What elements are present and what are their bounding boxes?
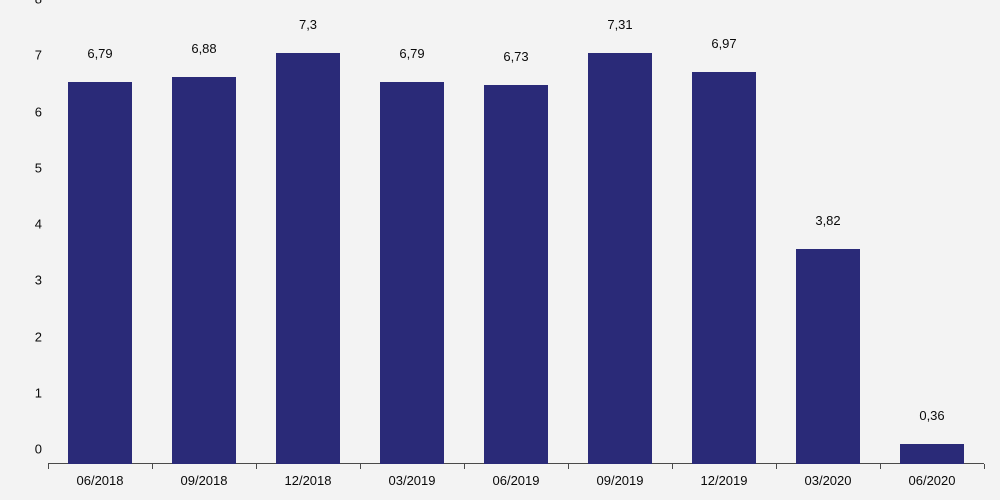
- y-tick-label: 3: [12, 273, 42, 288]
- bar: [380, 82, 444, 464]
- bar-value-label: 7,3: [299, 17, 317, 32]
- bar-value-label: 7,31: [607, 17, 632, 32]
- bar: [588, 53, 652, 464]
- x-axis-label: 03/2019: [389, 473, 436, 488]
- bar: [276, 53, 340, 464]
- y-tick-label: 4: [12, 217, 42, 232]
- bar-value-label: 6,79: [399, 46, 424, 61]
- y-tick-label: 6: [12, 104, 42, 119]
- bar: [68, 82, 132, 464]
- x-tick-mark: [256, 464, 257, 469]
- x-tick-mark: [152, 464, 153, 469]
- x-axis-label: 06/2020: [909, 473, 956, 488]
- chart-container: 6,79 6,88 7,3 6,79 6,73 7,31 6,97 3,82 0,36 0 1 2 3…: [0, 0, 1000, 500]
- y-tick-label: 0: [12, 442, 42, 457]
- bar-value-label: 6,79: [87, 46, 112, 61]
- x-tick-mark: [48, 464, 49, 469]
- x-tick-mark: [464, 464, 465, 469]
- y-tick-label: 1: [12, 385, 42, 400]
- x-tick-mark: [984, 464, 985, 469]
- y-tick-label: 7: [12, 48, 42, 63]
- x-tick-mark: [880, 464, 881, 469]
- bars-layer: 6,79 6,88 7,3 6,79 6,73 7,31 6,97 3,82 0,36: [48, 14, 984, 464]
- x-axis-label: 09/2018: [181, 473, 228, 488]
- bar: [796, 249, 860, 464]
- x-axis-label: 06/2018: [77, 473, 124, 488]
- bar: [484, 85, 548, 464]
- x-tick-mark: [776, 464, 777, 469]
- bar-value-label: 6,97: [711, 36, 736, 51]
- y-tick-label: 8: [12, 0, 42, 7]
- bar-value-label: 0,36: [919, 408, 944, 423]
- x-axis-label: 03/2020: [805, 473, 852, 488]
- x-tick-mark: [360, 464, 361, 469]
- y-tick-label: 5: [12, 160, 42, 175]
- bar-value-label: 6,88: [191, 41, 216, 56]
- x-axis-label: 09/2019: [597, 473, 644, 488]
- bar: [172, 77, 236, 464]
- bar-value-label: 3,82: [815, 213, 840, 228]
- x-tick-mark: [568, 464, 569, 469]
- x-axis-label: 06/2019: [493, 473, 540, 488]
- bar-value-label: 6,73: [503, 49, 528, 64]
- x-tick-mark: [672, 464, 673, 469]
- x-axis-label: 12/2019: [701, 473, 748, 488]
- plot-area: 6,796,887,36,796,737,316,973,820,36 0123…: [48, 14, 984, 464]
- x-axis-label: 12/2018: [285, 473, 332, 488]
- bar: [900, 444, 964, 464]
- y-tick-label: 2: [12, 329, 42, 344]
- bar: [692, 72, 756, 464]
